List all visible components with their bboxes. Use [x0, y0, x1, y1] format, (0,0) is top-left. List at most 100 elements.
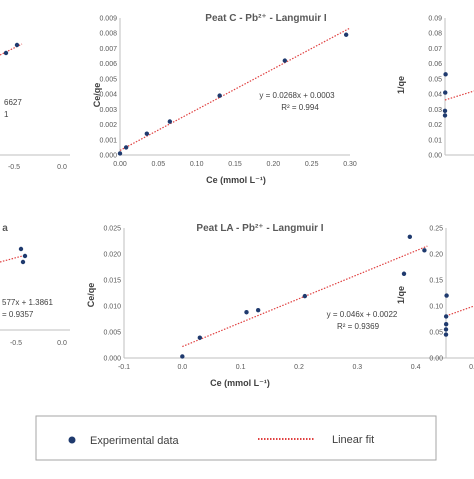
data-point	[422, 248, 427, 253]
partial-chart-top-left: -0.5 0.0 6627 1	[0, 42, 70, 171]
x-tick-label: 0.3	[352, 364, 362, 371]
data-point	[244, 310, 249, 315]
equation-fragment: 577x + 1.3861	[2, 298, 53, 307]
partial-chart-bottom-left: a -0.5 0.0 577x + 1.3861 = 0.9357	[0, 223, 70, 347]
x-tick-label: 0.10	[190, 161, 204, 168]
data-point	[217, 93, 222, 98]
y-tick-label: 0.007	[99, 46, 117, 53]
data-point	[442, 108, 448, 114]
y-tick-label: 0.00	[428, 153, 442, 160]
x-tick-label: 0.25	[305, 161, 319, 168]
y-axis-title: Ce/qe	[92, 83, 102, 108]
chart-title: Peat C - Pb²⁺ - Langmuir I	[205, 13, 327, 24]
legend: Experimental data Linear fit	[35, 415, 437, 461]
fit-line	[0, 254, 27, 263]
fit-line	[444, 90, 474, 101]
legend-marker-icon	[68, 436, 76, 444]
data-point	[442, 113, 448, 118]
data-point	[180, 354, 185, 359]
fit-equation: y = 0.0268x + 0.0003	[259, 91, 335, 100]
data-point	[144, 131, 150, 136]
y-tick-label: 0.005	[103, 330, 121, 337]
x-tick-label: 0.0	[57, 340, 67, 347]
data-point	[22, 253, 28, 259]
equation-fragment: 6627	[4, 98, 22, 107]
y-tick-label: 0.00	[429, 356, 443, 363]
x-tick-label: -0.5	[8, 164, 20, 171]
y-tick-label: 0.15	[429, 278, 443, 285]
y-axis-title: 1/qe	[396, 76, 406, 94]
x-tick-label: 0.0	[177, 364, 187, 371]
x-tick-label: 0.4	[411, 364, 421, 371]
y-tick-label: 0.01	[428, 137, 442, 144]
data-point	[443, 90, 448, 95]
x-tick-label: -0.1	[118, 364, 130, 371]
y-tick-label: 0.003	[99, 107, 117, 114]
data-point	[443, 327, 449, 332]
x-tick-label: 0.30	[343, 161, 357, 168]
x-axis-title: Ce (mmol L⁻¹)	[206, 175, 266, 185]
equation-fragment: 1	[4, 110, 9, 119]
y-tick-label: 0.07	[428, 46, 442, 53]
y-tick-label: 0.25	[429, 226, 443, 233]
data-point	[443, 322, 449, 327]
data-point	[443, 72, 448, 77]
x-tick-label: 0.20	[267, 161, 281, 168]
partial-chart-bottom-right: 1/qe 0.00 0.05 0.10 0.15 0.20 0.25	[396, 226, 474, 363]
data-point	[443, 314, 449, 319]
x-tick-label: 0.0	[57, 164, 67, 171]
data-point	[20, 259, 26, 265]
data-point	[167, 119, 173, 124]
data-point	[18, 246, 24, 252]
x-axis-title: Ce (mmol L⁻¹)	[210, 378, 270, 388]
y-tick-label: 0.015	[103, 278, 121, 285]
y-axis-title: Ce/qe	[86, 283, 96, 308]
y-tick-label: 0.05	[429, 330, 443, 337]
y-tick-label: 0.06	[428, 61, 442, 68]
data-point	[197, 335, 203, 340]
chart-peat-la: Peat LA - Pb²⁺ - Langmuir I Ce/qe Ce (mm…	[86, 223, 474, 388]
y-tick-label: 0.009	[99, 16, 117, 23]
r-squared: R² = 0.994	[281, 103, 319, 112]
data-point	[123, 145, 129, 150]
x-tick-label: 0.15	[228, 161, 242, 168]
data-point	[282, 58, 288, 63]
y-tick-label: 0.000	[99, 153, 117, 160]
data-point	[255, 307, 261, 313]
y-tick-label: 0.03	[428, 107, 442, 114]
data-point	[407, 234, 413, 240]
y-tick-label: 0.20	[429, 252, 443, 259]
y-tick-label: 0.020	[103, 252, 121, 259]
y-tick-label: 0.09	[428, 16, 442, 23]
data-point	[3, 50, 9, 56]
data-point	[443, 332, 449, 337]
y-tick-label: 0.006	[99, 61, 117, 68]
x-tick-label: 0.00	[113, 161, 127, 168]
y-tick-label: 0.004	[99, 92, 117, 99]
legend-box	[35, 415, 437, 461]
chart-title-fragment: a	[2, 223, 8, 234]
y-tick-label: 0.008	[99, 31, 117, 38]
fit-line	[119, 27, 351, 151]
x-tick-label: 0.1	[236, 364, 246, 371]
x-tick-label: -0.5	[10, 340, 22, 347]
equation-fragment: = 0.9357	[2, 310, 34, 319]
fit-line	[445, 305, 474, 317]
x-tick-label: 0.5	[469, 364, 474, 371]
data-point	[401, 271, 407, 276]
x-tick-label: 0.05	[152, 161, 166, 168]
fit-line	[0, 43, 23, 56]
y-tick-label: 0.002	[99, 122, 117, 129]
partial-chart-top-right: 1/qe 0.00 0.01 0.02 0.03 0.04 0.05 0.06 0.07 0.0…	[396, 16, 474, 160]
y-tick-label: 0.005	[99, 76, 117, 83]
y-tick-label: 0.02	[428, 122, 442, 129]
y-tick-label: 0.05	[428, 76, 442, 83]
data-point	[302, 293, 308, 299]
y-tick-label: 0.10	[429, 304, 443, 311]
y-tick-label: 0.001	[99, 137, 117, 144]
y-tick-label: 0.000	[103, 356, 121, 363]
chart-title: Peat LA - Pb²⁺ - Langmuir I	[196, 223, 323, 234]
r-squared: R² = 0.9369	[337, 322, 380, 331]
legend-label-experimental: Experimental data	[90, 435, 180, 447]
